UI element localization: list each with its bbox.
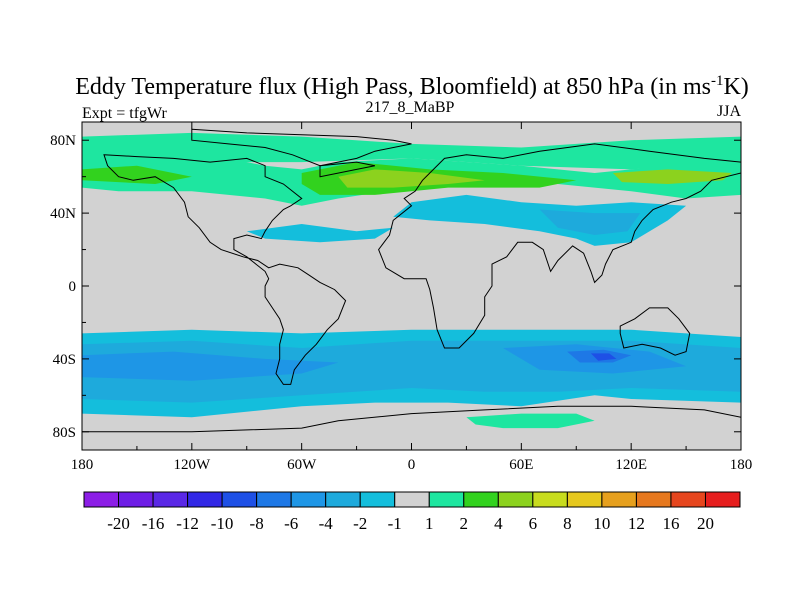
- x-tick-label: 120W: [173, 457, 211, 473]
- colorbar-label: -4: [319, 514, 334, 533]
- y-tick-label: 80S: [53, 425, 76, 441]
- colorbar-label: 10: [593, 514, 610, 533]
- colorbar-label: 20: [697, 514, 714, 533]
- coastline-layer: [82, 128, 741, 450]
- x-tick-label: 120E: [615, 457, 647, 473]
- colorbar-label: -10: [211, 514, 234, 533]
- colorbar-box: [670, 491, 706, 508]
- coastline-1: [103, 154, 347, 385]
- colorbar-label: 16: [662, 514, 679, 533]
- x-tick-label: 60E: [509, 457, 533, 473]
- colorbar-box: [428, 491, 465, 508]
- colorbar-label: 12: [628, 514, 645, 533]
- x-tick-label: 0: [408, 457, 416, 473]
- colorbar-label: 6: [529, 514, 538, 533]
- x-tick-label: 60W: [287, 457, 317, 473]
- colorbar-label: -12: [176, 514, 199, 533]
- contour-region-nh-asia-negative: [393, 194, 687, 246]
- contour-region-nh-pacific-negative: [246, 224, 394, 243]
- coastline-5: [319, 161, 375, 178]
- coastline-3: [619, 307, 691, 356]
- subtitle-center: 217_8_MaBP: [366, 99, 455, 116]
- coastline-4: [82, 405, 741, 450]
- y-tick-label: 80N: [50, 133, 76, 149]
- x-tick-label: 180: [71, 457, 94, 473]
- colorbar-label: -8: [250, 514, 264, 533]
- contour-region-sh-indian-min-core: [590, 353, 617, 361]
- chart-title: Eddy Temperature flux (High Pass, Bloomf…: [75, 73, 749, 100]
- coastline-0: [191, 128, 412, 167]
- colorbar: -20 -16 -12 -10 -8 -6 -4 -2 -1 1 2 4 6 8 10 12 16 20: [83, 491, 741, 533]
- colorbar-box: [187, 491, 223, 508]
- colorbar-box: [601, 491, 637, 508]
- colorbar-box: [152, 491, 189, 508]
- colorbar-box: [394, 491, 430, 508]
- colorbar-label: -20: [107, 514, 130, 533]
- colorbar-box: [221, 491, 258, 508]
- coastline-2: [378, 143, 741, 349]
- contour-region-arctic-band: [82, 132, 741, 170]
- axis-layer: 180 120W 60W 0 60E 120E 180 80N 40N 0 40S 80S: [50, 122, 752, 473]
- x-tick-label: 180: [730, 457, 753, 473]
- subtitle-right: JJA: [717, 103, 741, 120]
- y-tick-label: 40S: [53, 352, 76, 368]
- colorbar-box: [704, 491, 741, 508]
- colorbar-box: [463, 491, 499, 508]
- contour-region-nh-asia-negative-core: [539, 209, 641, 235]
- colorbar-label: 4: [494, 514, 503, 533]
- contour-region-nh-pacific-core: [612, 169, 732, 184]
- colorbar-box: [290, 491, 327, 508]
- contour-region-sh-band-core: [82, 351, 339, 381]
- contour-region-nh-band-core: [82, 165, 192, 184]
- colorbar-label: 8: [563, 514, 572, 533]
- y-tick-label: 0: [69, 279, 77, 295]
- colorbar-box: [325, 491, 361, 508]
- colorbar-box: [497, 491, 534, 508]
- field-layer: [82, 132, 741, 429]
- colorbar-label: -16: [142, 514, 165, 533]
- colorbar-box: [256, 491, 292, 508]
- colorbar-box: [118, 491, 154, 508]
- contour-region-nh-asia-core: [338, 169, 485, 188]
- colorbar-box: [532, 491, 568, 508]
- colorbar-label: -6: [284, 514, 298, 533]
- contour-region-antarctic-positive: [466, 413, 595, 429]
- colorbar-box: [635, 491, 672, 508]
- colorbar-box: [566, 491, 603, 508]
- colorbar-box: [83, 491, 120, 508]
- colorbar-label: -1: [388, 514, 402, 533]
- colorbar-label: -2: [353, 514, 367, 533]
- colorbar-label: 1: [425, 514, 434, 533]
- y-tick-label: 40N: [50, 206, 76, 222]
- colorbar-box: [359, 491, 396, 508]
- subtitle-left: Expt = tfgWr: [82, 105, 167, 122]
- colorbar-label: 2: [460, 514, 469, 533]
